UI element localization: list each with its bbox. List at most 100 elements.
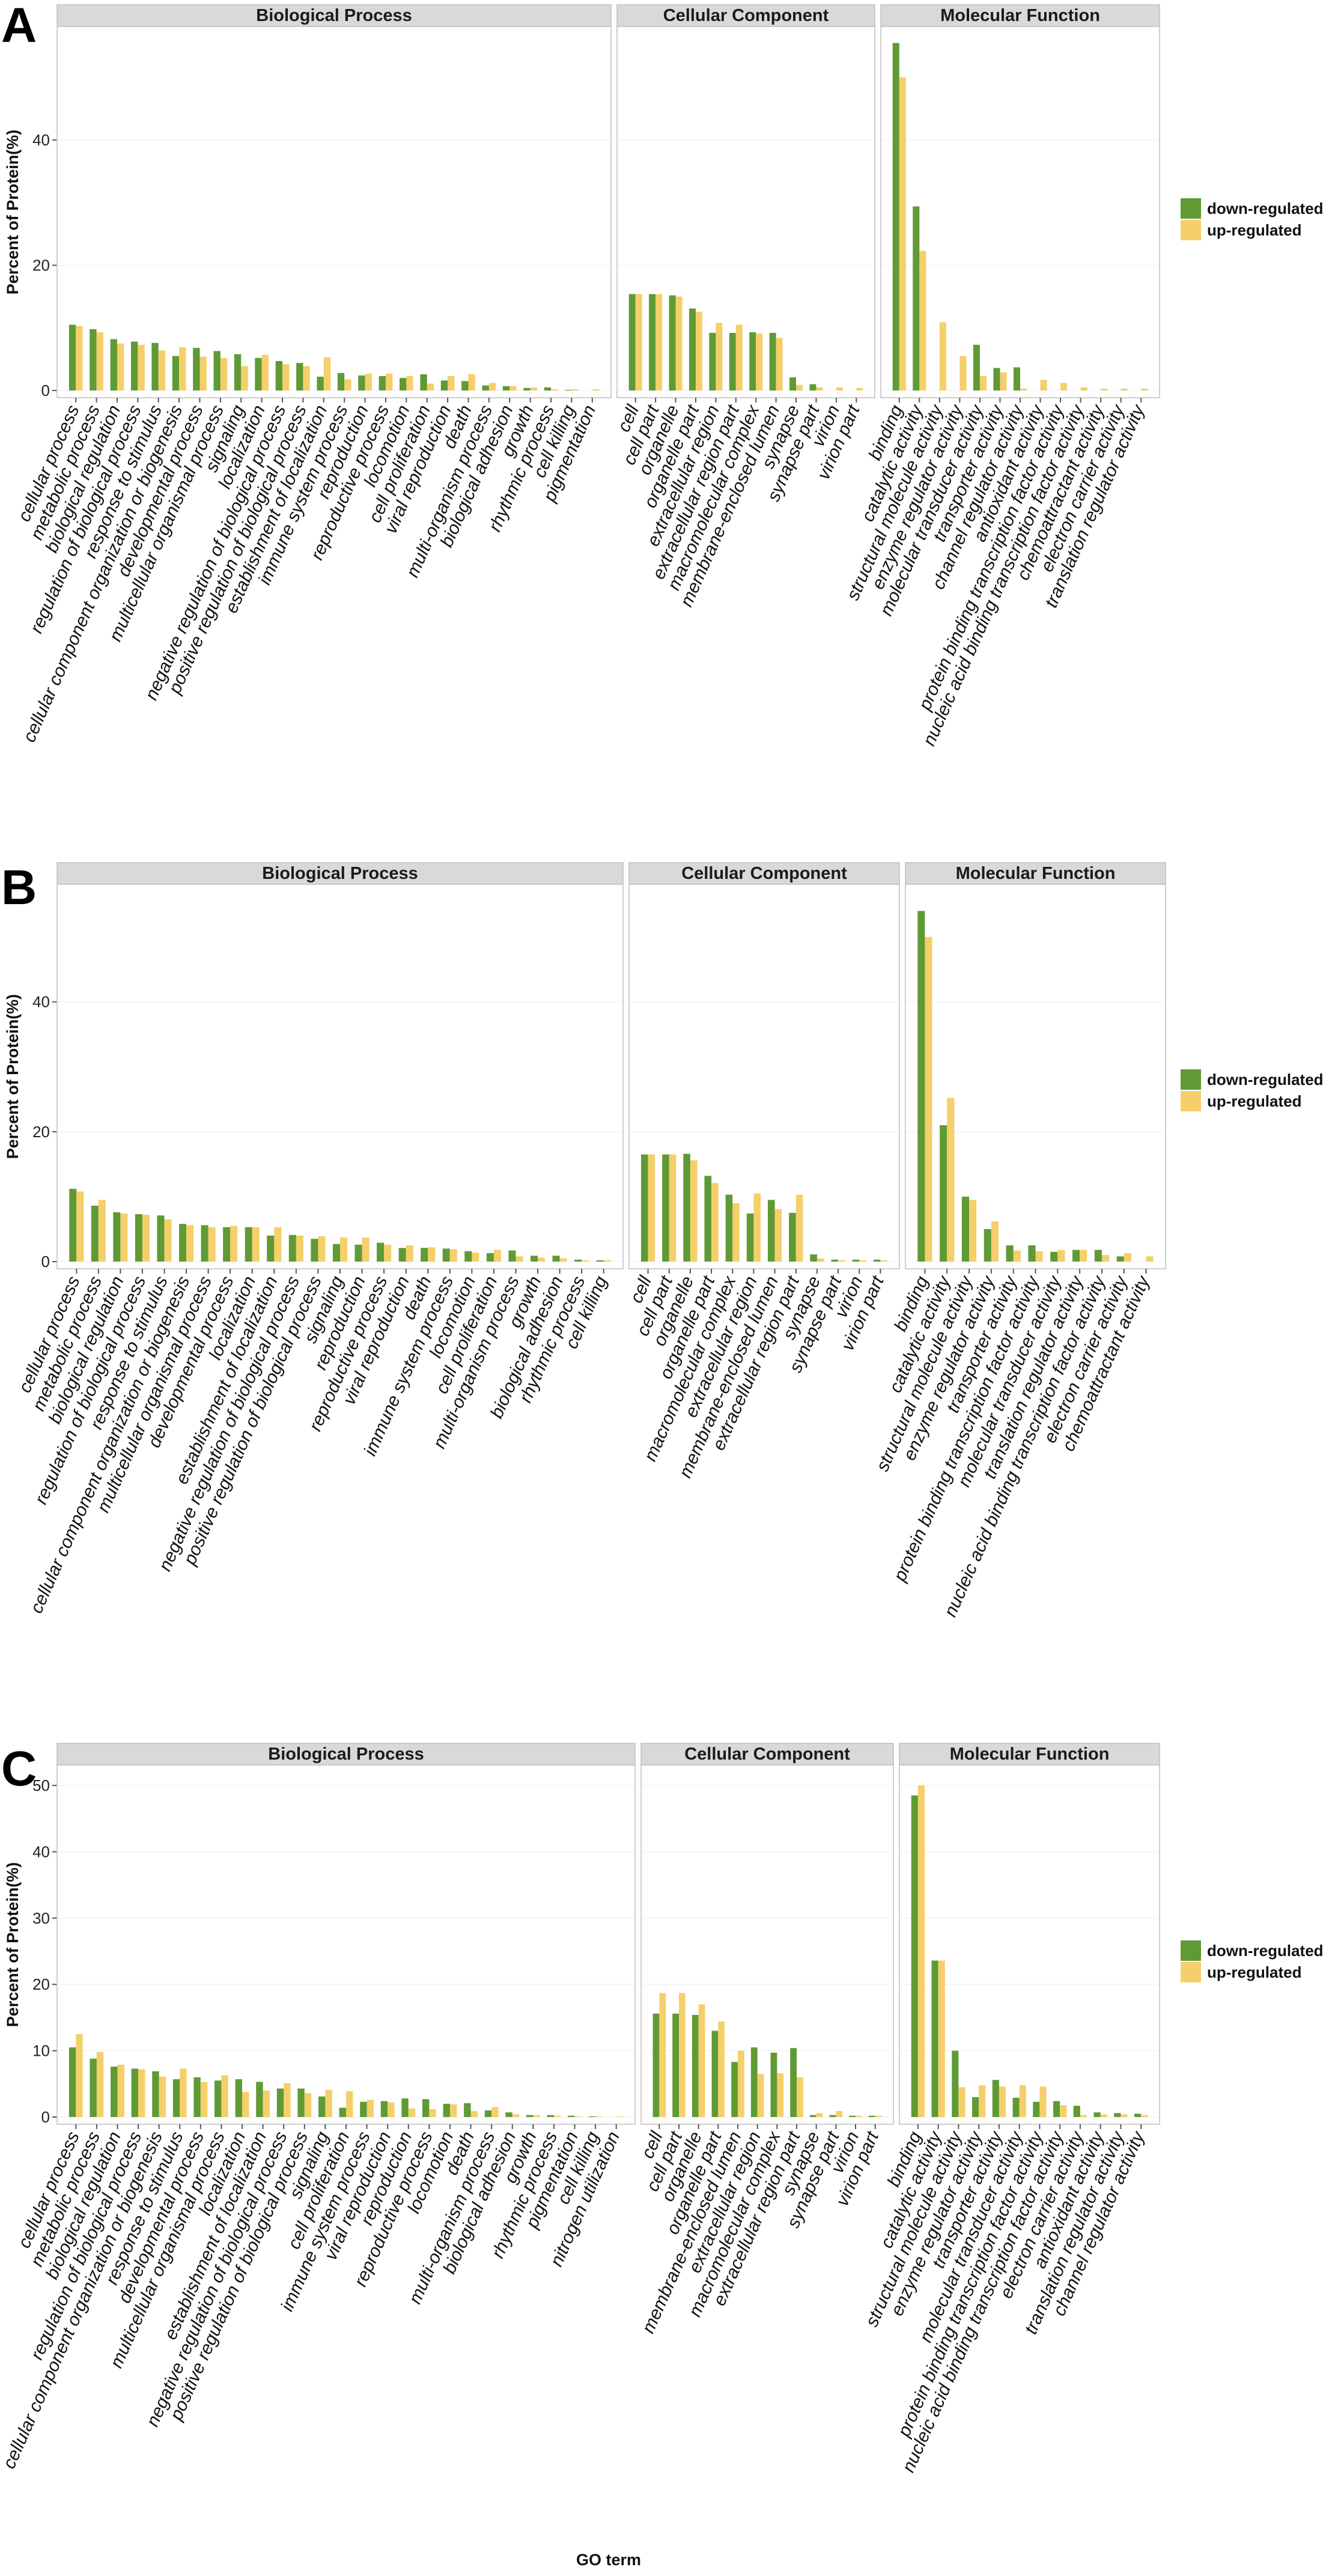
bar-up-regulated: [592, 389, 600, 390]
bar-up-regulated: [817, 1258, 824, 1262]
bar-down-regulated: [275, 361, 283, 390]
bar-down-regulated: [628, 294, 636, 390]
bar-up-regulated: [991, 1221, 999, 1262]
bar-up-regulated: [406, 1245, 413, 1262]
bar-up-regulated: [551, 389, 558, 390]
bar-up-regulated: [164, 1219, 172, 1262]
facet-strip: [616, 4, 875, 27]
legend-swatch-up: [1181, 1091, 1201, 1111]
bar-down-regulated: [193, 348, 200, 390]
bar-up-regulated: [1040, 380, 1047, 390]
bar-up-regulated: [325, 2089, 332, 2117]
bar-down-regulated: [1028, 1245, 1036, 1262]
bar-down-regulated: [809, 2115, 817, 2117]
bar-down-regulated: [113, 1212, 121, 1262]
bar-up-regulated: [816, 387, 823, 390]
bar-up-regulated: [919, 251, 926, 390]
bar-down-regulated: [358, 375, 365, 390]
legend: down-regulated up-regulated: [1181, 198, 1324, 240]
bar-up-regulated: [774, 1209, 782, 1262]
y-axis-title: Percent of Protein(%): [4, 1862, 22, 2028]
bar-up-regulated: [880, 1260, 888, 1262]
bar-up-regulated: [718, 2022, 725, 2117]
bar-up-regulated: [925, 937, 932, 1262]
bar-down-regulated: [810, 1254, 817, 1262]
bar-up-regulated: [655, 294, 663, 390]
bar-up-regulated: [117, 2064, 124, 2117]
bar-up-regulated: [1080, 2115, 1087, 2117]
bar-up-regulated: [449, 2104, 457, 2117]
bar-down-regulated: [873, 1259, 881, 1262]
bar-down-regulated: [1114, 2113, 1121, 2117]
bar-down-regulated: [398, 1248, 406, 1262]
bar-down-regulated: [377, 1242, 385, 1262]
bar-down-regulated: [214, 2080, 222, 2117]
bar-up-regulated: [999, 2086, 1006, 2117]
bar-up-regulated: [186, 1225, 194, 1262]
bar-up-regulated: [491, 2107, 499, 2117]
bar-up-regulated: [796, 384, 803, 390]
bar-up-regulated: [261, 354, 269, 390]
bar-up-regulated: [875, 2115, 882, 2117]
bar-down-regulated: [984, 1229, 991, 1262]
bar-down-regulated: [1006, 1245, 1014, 1262]
y-tick-label: 0: [41, 381, 50, 399]
bar-down-regulated: [790, 2048, 797, 2117]
bar-up-regulated: [1146, 1256, 1154, 1262]
bar-up-regulated: [200, 2082, 208, 2117]
bar-down-regulated: [152, 2071, 159, 2117]
bar-up-regulated: [899, 77, 906, 390]
bar-down-regulated: [972, 2097, 979, 2117]
bar-down-regulated: [505, 2112, 512, 2117]
bar-down-regulated: [111, 2067, 118, 2117]
bar-up-regulated: [346, 2091, 353, 2117]
facet-strip: [56, 4, 612, 27]
bar-down-regulated: [692, 2015, 699, 2117]
facet-strip: [56, 862, 624, 885]
bar-down-regulated: [484, 2110, 492, 2117]
bar-down-regulated: [440, 380, 448, 390]
bar-down-regulated: [276, 2088, 284, 2117]
bar-up-regulated: [76, 326, 83, 390]
bar-down-regulated: [380, 2101, 388, 2117]
bar-up-regulated: [776, 338, 783, 390]
bar-down-regulated: [482, 385, 489, 390]
bar-down-regulated: [789, 1212, 796, 1262]
bar-down-regulated: [288, 1235, 296, 1262]
y-tick-label: 30: [32, 1909, 50, 1927]
bar-down-regulated: [337, 372, 345, 390]
bar-down-regulated: [729, 333, 736, 390]
bar-up-regulated: [230, 1226, 238, 1262]
bar-up-regulated: [509, 386, 517, 390]
bar-up-regulated: [695, 311, 702, 390]
bar-up-regulated: [838, 1260, 845, 1262]
bar-up-regulated: [512, 2114, 520, 2117]
bar-up-regulated: [1121, 388, 1128, 390]
bar-down-regulated: [464, 2103, 471, 2117]
bar-down-regulated: [179, 1224, 187, 1262]
bar-up-regulated: [98, 1200, 106, 1262]
bar-up-regulated: [648, 1154, 655, 1262]
bar-down-regulated: [131, 2068, 139, 2117]
bar-down-regulated: [464, 1251, 472, 1262]
bar-up-regulated: [859, 1260, 866, 1262]
plot-frame: [56, 884, 624, 1269]
bar-up-regulated: [538, 1257, 546, 1262]
bar-up-regulated: [366, 2100, 374, 2117]
bar-up-regulated: [138, 344, 145, 390]
bar-down-regulated: [1116, 1256, 1124, 1262]
bar-down-regulated: [1072, 1250, 1080, 1262]
bar-down-regulated: [1050, 1251, 1058, 1262]
bar-up-regulated: [284, 2083, 291, 2117]
bar-down-regulated: [568, 2115, 575, 2117]
bar-down-regulated: [297, 2088, 305, 2117]
bar-down-regulated: [1094, 1250, 1102, 1262]
bar-up-regulated: [571, 389, 579, 390]
bar-up-regulated: [969, 1200, 977, 1262]
legend-label-down: down-regulated: [1207, 1071, 1324, 1089]
